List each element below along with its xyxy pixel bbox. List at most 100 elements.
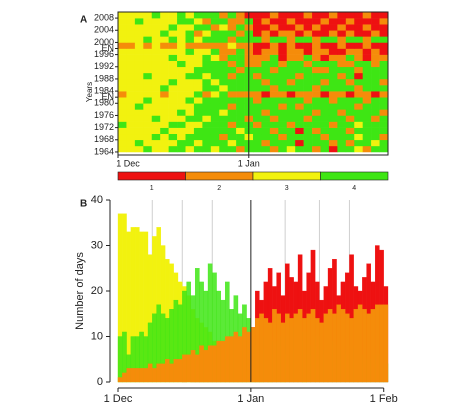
heat-cell — [219, 133, 228, 141]
heat-cell — [337, 91, 347, 98]
heat-cell — [168, 91, 178, 98]
bar — [297, 309, 303, 383]
heat-cell — [253, 139, 262, 147]
heat-cell — [286, 12, 296, 19]
heat-cell — [362, 12, 372, 19]
heat-cell — [354, 145, 363, 153]
heat-cell — [328, 42, 338, 49]
heat-cell — [177, 121, 186, 128]
heat-cell — [202, 48, 212, 55]
bar — [383, 304, 389, 383]
heat-cell — [210, 103, 220, 110]
heat-cell — [236, 109, 245, 116]
heat-cell — [193, 145, 203, 153]
heat-cell — [151, 103, 161, 110]
bar — [199, 345, 204, 383]
heat-cell — [126, 103, 136, 110]
heat-cell — [295, 60, 304, 68]
bar — [152, 368, 157, 383]
heat-cell — [193, 48, 203, 55]
bar — [250, 327, 256, 383]
heat-cell — [210, 30, 220, 37]
heat-cell — [345, 48, 355, 55]
heat-cell — [286, 121, 296, 128]
heat-cell — [379, 97, 389, 104]
heat-cell — [177, 72, 186, 80]
heat-cell — [320, 109, 330, 116]
legend-swatch — [185, 171, 254, 181]
heat-cell — [227, 85, 237, 92]
y-tick-label: 20 — [91, 285, 103, 297]
heat-cell — [278, 12, 288, 19]
bar — [327, 309, 333, 383]
heat-cell — [362, 97, 372, 104]
heat-cell — [269, 78, 279, 86]
heat-cell — [143, 36, 153, 43]
heat-cell — [151, 109, 161, 116]
heat-cell — [210, 48, 220, 55]
heat-cell — [269, 42, 279, 49]
heat-cell — [312, 97, 321, 104]
heat-cell — [362, 60, 372, 68]
heat-cell — [337, 54, 347, 61]
heat-cell — [371, 109, 380, 116]
heat-cell — [193, 42, 203, 49]
heat-cell — [126, 78, 136, 86]
heat-cell — [143, 139, 153, 147]
heat-cell — [337, 127, 347, 135]
heat-cell — [328, 48, 338, 55]
heat-cell — [134, 127, 144, 135]
heat-cell — [143, 72, 153, 80]
heat-cell — [295, 72, 304, 80]
heat-cell — [118, 139, 127, 147]
heat-cell — [278, 97, 288, 104]
heat-cell — [118, 97, 127, 104]
heat-cell — [295, 133, 304, 141]
heat-cell — [126, 97, 136, 104]
heat-cell — [379, 133, 389, 141]
heat-cell — [227, 42, 237, 49]
bar — [229, 336, 234, 383]
heat-cell — [219, 18, 228, 25]
heat-cell — [278, 85, 288, 92]
heat-cell — [303, 121, 313, 128]
y-tick-label: 1972 — [94, 122, 114, 132]
heat-cell — [219, 48, 228, 55]
heat-cell — [134, 66, 144, 74]
heat-cell — [269, 60, 279, 68]
heat-cell — [337, 72, 347, 80]
heat-cell — [362, 103, 372, 110]
heat-cell — [151, 24, 161, 31]
heat-cell — [143, 12, 153, 19]
heat-cell — [312, 36, 321, 43]
heat-cell — [160, 85, 169, 92]
heat-cell — [328, 85, 338, 92]
heat-cell — [118, 127, 127, 135]
heat-cell — [151, 115, 161, 122]
heat-cell — [253, 72, 262, 80]
heat-cell — [303, 78, 313, 86]
heat-cell — [219, 127, 228, 135]
heat-cell — [202, 42, 212, 49]
heat-cell — [151, 48, 161, 55]
heat-cell — [345, 85, 355, 92]
heat-cell — [320, 60, 330, 68]
heat-cell — [328, 115, 338, 122]
heat-cell — [151, 30, 161, 37]
heat-cell — [210, 121, 220, 128]
heat-cell — [345, 139, 355, 147]
heat-cell — [193, 139, 203, 147]
heat-cell — [371, 12, 380, 19]
heat-cell — [295, 145, 304, 153]
bar — [246, 331, 252, 383]
heat-cell — [118, 12, 127, 19]
heat-cell — [371, 24, 380, 31]
heat-cell — [261, 42, 271, 49]
bar — [272, 309, 277, 383]
heat-cell — [253, 48, 262, 55]
heat-cell — [160, 66, 169, 74]
x-tick-label: 1 Jan — [238, 158, 260, 168]
heat-cell — [126, 66, 136, 74]
heat-cell — [379, 72, 389, 80]
heat-cell — [219, 30, 228, 37]
